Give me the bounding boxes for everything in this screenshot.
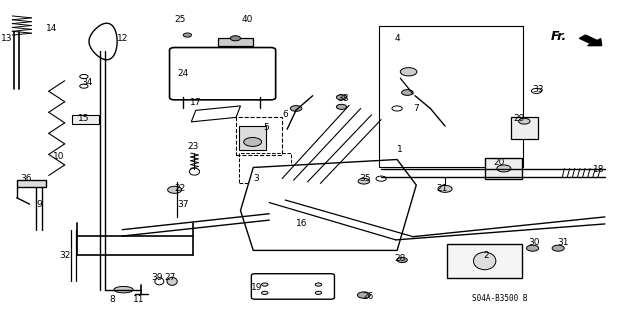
Ellipse shape [80,74,88,79]
Text: 33: 33 [532,85,543,94]
Text: 26: 26 [363,292,374,301]
Bar [447,244,522,278]
Text: 39: 39 [152,273,163,282]
Text: 28: 28 [395,254,406,263]
Text: 29: 29 [513,114,524,122]
Text: 21: 21 [436,184,447,193]
Text: S04A-B3500 B: S04A-B3500 B [472,294,527,303]
FancyArrow shape [579,35,602,46]
Ellipse shape [244,137,262,146]
Text: 5: 5 [263,123,269,132]
Bar [239,126,266,150]
Ellipse shape [400,68,417,76]
Ellipse shape [397,257,407,263]
Ellipse shape [262,291,268,294]
Text: 22: 22 [174,184,186,193]
Ellipse shape [168,186,182,193]
Text: 10: 10 [52,152,64,161]
Ellipse shape [518,118,530,124]
Ellipse shape [80,84,88,88]
Ellipse shape [527,245,539,251]
Text: 6: 6 [282,110,288,119]
Text: 16: 16 [296,219,307,228]
Text: 7: 7 [413,104,419,113]
Ellipse shape [438,185,452,192]
Text: 40: 40 [241,15,253,24]
Ellipse shape [230,36,241,41]
Text: 3: 3 [253,174,259,183]
Text: 37: 37 [177,200,189,209]
Bar [380,26,523,167]
Ellipse shape [167,278,177,285]
Bar [218,38,253,46]
Text: 32: 32 [59,251,70,260]
Text: 23: 23 [187,142,198,151]
Ellipse shape [552,245,564,251]
FancyBboxPatch shape [252,274,335,299]
Bar [236,117,282,155]
Text: 14: 14 [46,24,58,33]
Polygon shape [17,180,45,187]
Text: 15: 15 [78,114,90,122]
Text: 30: 30 [529,238,540,247]
Ellipse shape [497,165,511,172]
Ellipse shape [316,283,322,286]
Ellipse shape [401,90,413,95]
Bar [239,153,291,183]
Ellipse shape [376,176,386,181]
Ellipse shape [337,104,347,109]
Text: 20: 20 [493,158,505,167]
Ellipse shape [358,178,370,184]
FancyBboxPatch shape [170,48,276,100]
Text: 13: 13 [1,34,13,43]
Text: 34: 34 [81,78,93,87]
Text: 12: 12 [116,34,128,43]
Ellipse shape [114,286,133,293]
Text: 1: 1 [397,145,403,154]
Text: 11: 11 [132,295,144,304]
Bar [485,158,522,179]
Text: 19: 19 [251,283,262,292]
Text: 36: 36 [20,174,32,183]
Text: 9: 9 [36,200,42,209]
Polygon shape [241,160,416,250]
Ellipse shape [531,88,541,93]
Ellipse shape [189,168,200,175]
Text: 24: 24 [177,69,189,78]
Text: 4: 4 [394,34,400,43]
Ellipse shape [474,252,496,270]
Ellipse shape [262,283,268,286]
Text: 35: 35 [360,174,371,183]
Text: 31: 31 [557,238,569,247]
Text: 2: 2 [484,251,490,260]
Text: 27: 27 [164,273,176,282]
Polygon shape [89,23,117,60]
Text: 8: 8 [110,295,116,304]
Text: 25: 25 [174,15,186,24]
Ellipse shape [291,106,302,111]
Text: Fr.: Fr. [550,30,566,43]
Polygon shape [191,106,241,122]
Ellipse shape [316,291,322,294]
Ellipse shape [337,95,347,100]
Ellipse shape [183,33,191,37]
Bar [511,117,538,139]
Ellipse shape [392,106,402,111]
Text: 38: 38 [337,94,349,103]
Bar [72,115,99,124]
Text: 17: 17 [190,98,202,107]
Ellipse shape [358,292,371,298]
Text: 18: 18 [593,165,604,174]
Ellipse shape [155,278,164,285]
